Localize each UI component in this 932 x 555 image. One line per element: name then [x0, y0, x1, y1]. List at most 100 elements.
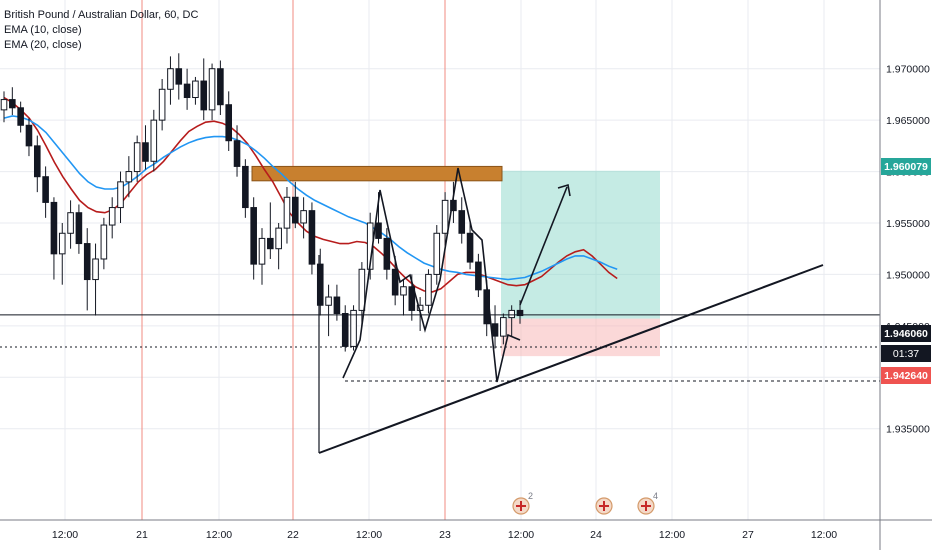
candle-body: [233, 140, 241, 167]
candle: [441, 192, 449, 246]
x-tick-label: 12:00: [356, 529, 382, 541]
economic-event-marker[interactable]: 2: [512, 491, 533, 515]
candle-body: [133, 142, 141, 173]
candle-body: [100, 224, 108, 260]
candle-body: [217, 68, 224, 106]
candle: [400, 279, 407, 316]
candle-body: [400, 286, 407, 296]
x-tick-label: 12:00: [508, 529, 534, 541]
x-tick-label: 12:00: [811, 529, 837, 541]
candle: [200, 58, 208, 121]
candle: [158, 78, 166, 131]
candle-body: [17, 107, 24, 126]
candle-body: [350, 309, 357, 347]
candle-body: [25, 124, 33, 147]
bar-countdown-tag: 01:37: [881, 345, 931, 362]
candle-body: [441, 199, 449, 234]
x-tick-label: 21: [136, 529, 148, 541]
candle-body: [308, 210, 316, 265]
candle: [133, 135, 141, 182]
take-profit-zone: [501, 170, 660, 319]
candle-body: [0, 99, 8, 111]
x-tick-label: 12:00: [52, 529, 78, 541]
candle-body: [375, 222, 382, 239]
candle: [316, 248, 324, 316]
y-tick-label: 1.955000: [886, 218, 930, 230]
current-price-tag: 1.946060: [881, 325, 931, 342]
candle: [9, 87, 16, 115]
projection-arrow-line: [519, 186, 568, 306]
y-tick-label: 1.935000: [886, 424, 930, 436]
candle: [100, 217, 108, 270]
x-tick-label: 27: [742, 529, 754, 541]
candle-body: [42, 176, 49, 203]
candle: [267, 202, 274, 259]
x-tick-label: 22: [287, 529, 299, 541]
target-price-tag: 1.960079: [881, 158, 931, 175]
candle: [108, 197, 116, 239]
candle-body: [242, 165, 249, 209]
y-tick-label: 1.950000: [886, 269, 930, 281]
projection-arrow-head: [557, 183, 571, 197]
candle: [42, 166, 49, 218]
candle-body: [50, 201, 58, 255]
candle: [33, 135, 41, 193]
candle: [242, 159, 249, 218]
candle: [225, 91, 233, 151]
candle: [500, 313, 507, 345]
candle-body: [183, 83, 191, 99]
x-tick-label: 12:00: [659, 529, 685, 541]
event-count-label: 2: [528, 491, 533, 501]
candle: [325, 284, 332, 337]
candle-body: [75, 212, 83, 245]
pattern-zigzag-line: [342, 167, 521, 383]
candle-body: [167, 68, 174, 90]
candle: [475, 253, 482, 298]
candle: [150, 109, 158, 172]
candle: [300, 197, 307, 239]
candle-body: [150, 119, 158, 162]
ema20-legend[interactable]: EMA (20, close): [4, 39, 82, 51]
x-tick-label: 23: [439, 529, 451, 541]
candle-body: [358, 268, 366, 311]
candle: [283, 186, 291, 244]
stop-price-tag: 1.942640: [881, 367, 931, 384]
candle-body: [158, 88, 166, 121]
candle-body: [425, 273, 432, 306]
candle: [391, 255, 399, 306]
candle-body: [458, 210, 466, 234]
candle: [92, 243, 99, 316]
candle-body: [275, 227, 282, 250]
economic-event-marker[interactable]: [595, 497, 613, 515]
stop-loss-zone: [501, 318, 660, 357]
candle: [350, 305, 357, 351]
candle-body: [408, 286, 416, 311]
candle-body: [58, 232, 66, 255]
candle-body: [475, 261, 482, 291]
ema20-line: [3, 115, 618, 281]
candle: [275, 222, 282, 270]
ema10-legend[interactable]: EMA (10, close): [4, 24, 82, 36]
candle: [17, 101, 24, 133]
position-zones: [251, 165, 660, 357]
candle: [466, 220, 474, 270]
trend-line: [318, 264, 824, 454]
candle: [291, 181, 299, 229]
session-breaks: [141, 0, 446, 520]
candle-body: [108, 207, 116, 226]
candle: [383, 228, 391, 280]
candle: [217, 60, 224, 115]
candle: [125, 156, 133, 198]
candle: [192, 76, 199, 105]
candle-body: [225, 104, 233, 142]
economic-event-marker[interactable]: 4: [637, 491, 658, 515]
candle-body: [83, 243, 91, 281]
candle: [183, 68, 191, 110]
candle: [117, 171, 124, 223]
candle-body: [508, 309, 515, 319]
candle-body: [117, 181, 124, 209]
candle-body: [391, 268, 399, 296]
